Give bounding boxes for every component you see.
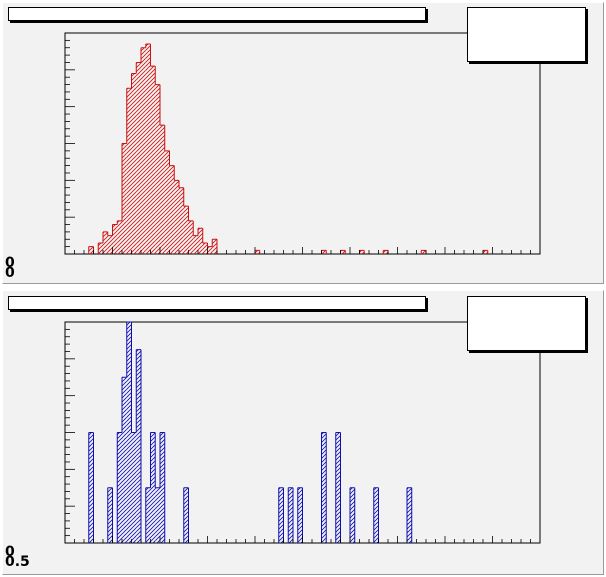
top-hist-bar	[117, 220, 122, 254]
top-hist-bar	[107, 235, 113, 254]
top-hist-bar	[136, 62, 141, 254]
bottom-hist-bar	[117, 432, 122, 543]
bottom-hist-bar	[122, 377, 127, 543]
bottom-hist-bar	[150, 432, 156, 543]
bottom-hist-bar	[278, 487, 284, 543]
top-stats-box	[467, 7, 586, 62]
bottom-hist-bar	[297, 487, 303, 543]
top-hist-outline	[88, 43, 489, 254]
top-hist-bar	[145, 44, 151, 254]
top-hist-bar	[483, 250, 488, 254]
top-hist-bar	[421, 250, 426, 254]
top-hist-bar	[112, 224, 118, 254]
bottom-hist-bar	[321, 432, 327, 543]
top-hist-bar	[131, 73, 137, 255]
top-hist-bar	[98, 242, 103, 254]
top-hist-bar	[198, 228, 203, 254]
bottom-hist-bar	[136, 349, 141, 543]
top-hist-bar	[179, 187, 184, 254]
top-hist-bar	[150, 66, 156, 255]
bottom-hist-bar	[155, 487, 160, 543]
top-hist-bar	[193, 235, 198, 254]
top-hist-bar	[202, 242, 208, 254]
bottom-histogram: 00.5	[5, 321, 541, 570]
bottom-stats-box	[467, 296, 586, 351]
top-y-tick-label: 0	[5, 255, 15, 271]
bottom-hist-outline	[88, 321, 413, 543]
top-hist-bar	[321, 250, 327, 254]
bottom-y-tick-label: 0.5	[5, 554, 30, 570]
top-hist-bar	[88, 246, 94, 254]
top-hist-bar	[255, 250, 260, 254]
top-hist-bar	[207, 246, 213, 254]
top-y-tick-label: 0	[5, 265, 15, 281]
bottom-hist-bar	[183, 487, 189, 543]
bottom-hist-bar	[350, 487, 355, 543]
bottom-hist-bar	[335, 432, 341, 543]
top-hist-bar	[141, 47, 146, 254]
top-hist-bar	[103, 231, 108, 254]
bottom-hist-bar	[160, 432, 165, 543]
bottom-hist-bar	[288, 487, 293, 543]
top-hist-bar	[164, 150, 170, 254]
top-histogram: 00	[5, 32, 541, 281]
top-hist-bar	[188, 220, 194, 254]
top-hist-bar	[359, 250, 365, 254]
bottom-hist-bar	[126, 322, 132, 543]
top-hist-bar	[122, 143, 127, 254]
top-hist-bar	[126, 88, 132, 254]
bottom-title-box	[8, 296, 426, 310]
top-hist-bar	[183, 206, 189, 254]
top-hist-bar	[383, 250, 388, 254]
top-hist-bar	[160, 125, 165, 254]
top-hist-bar	[174, 180, 179, 254]
bottom-hist-bar	[107, 487, 113, 543]
bottom-hist-bar	[407, 487, 412, 543]
top-hist-bar	[155, 84, 160, 254]
top-hist-bar	[212, 239, 217, 254]
bottom-hist-bar	[373, 487, 379, 543]
bottom-hist-bar	[131, 432, 137, 543]
top-hist-bar	[169, 165, 175, 254]
bottom-hist-bar	[88, 432, 94, 543]
bottom-hist-bar	[145, 487, 151, 543]
bottom-y-tick-label: 0	[5, 544, 15, 560]
top-title-box	[8, 7, 426, 21]
top-hist-bar	[340, 250, 346, 254]
